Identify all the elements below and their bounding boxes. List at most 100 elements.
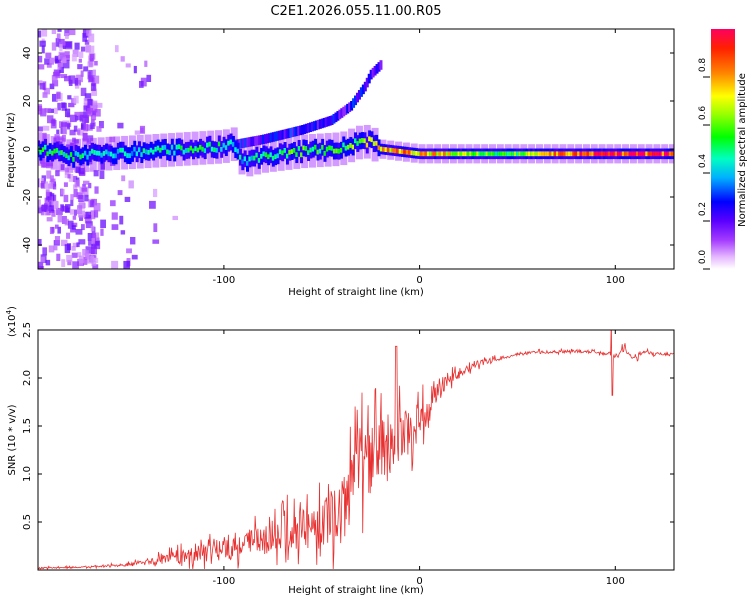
heatmap-track-core — [553, 151, 557, 157]
heatmap-noise-cell — [79, 111, 84, 117]
heatmap-noise-cell — [96, 126, 102, 132]
heatmap-track-core — [588, 151, 592, 157]
snr-frame — [37, 329, 675, 571]
heatmap-noise-cell — [38, 199, 41, 208]
heatmap-track-core — [668, 151, 672, 157]
heatmap-noise-cell — [90, 102, 98, 111]
heatmap-noise-cell — [93, 170, 99, 177]
heatmap-noise-cell — [125, 63, 131, 68]
heatmap-track-core — [671, 151, 674, 157]
heatmap-track-core — [281, 150, 285, 156]
snr-x-tick-label: 0 — [416, 576, 422, 587]
heatmap-track-core — [551, 151, 555, 157]
heatmap-noise-cell — [83, 111, 88, 118]
heatmap-track-core — [238, 154, 242, 160]
heatmap-branch-cell — [271, 132, 275, 142]
heatmap-branch-cell — [346, 103, 350, 114]
heatmap-noise-cell — [64, 218, 69, 226]
heatmap-noise-cell — [39, 40, 46, 47]
heatmap-noise-cell — [67, 220, 74, 229]
snr-y-tick-label: 1.0 — [22, 466, 33, 482]
heatmap-noise-cell — [94, 186, 99, 194]
colorbar-tick-label: 0.2 — [698, 202, 708, 216]
heatmap-track-core — [450, 151, 454, 157]
heatmap-track-core — [51, 150, 55, 156]
heatmap-track-core — [602, 151, 606, 157]
heatmap-noise-cell — [131, 254, 138, 260]
heatmap-track-core — [457, 151, 461, 157]
colorbar-label: Normalized spectral amplitude — [737, 73, 748, 227]
heatmap-track-core — [41, 147, 45, 153]
heatmap-track-core — [351, 144, 355, 150]
heatmap-track-core — [300, 152, 304, 158]
heatmap-track-core — [156, 145, 160, 151]
heatmap-noise-cell — [41, 205, 48, 211]
heatmap-noise-cell — [88, 33, 95, 43]
heatmap-noise-cell — [93, 257, 99, 263]
heatmap-branch-cell — [291, 127, 295, 137]
heatmap-branch-cell — [377, 62, 381, 72]
heatmap-track-core — [466, 151, 470, 157]
heatmap-noise-cell — [69, 209, 75, 215]
heatmap-noise-cell — [120, 56, 125, 62]
heatmap-track-core — [617, 151, 621, 157]
heatmap-track-core — [196, 147, 200, 153]
heatmap-track-core — [220, 147, 224, 152]
heatmap-track-core — [152, 149, 156, 155]
heatmap-track-core — [203, 148, 207, 154]
heatmap-track-core — [361, 138, 365, 143]
heatmap-noise-cell — [117, 190, 123, 196]
heatmap-track-core — [194, 146, 198, 151]
heatmap-track-core — [107, 151, 111, 157]
heatmap-track-core — [142, 148, 146, 154]
y-tick-label: -20 — [22, 189, 33, 205]
heatmap-track-core — [539, 151, 543, 157]
heatmap-noise-cell — [149, 200, 156, 209]
heatmap-track-core — [283, 148, 287, 153]
heatmap-noise-cell — [111, 212, 118, 220]
heatmap-noise-cell — [68, 29, 76, 36]
heatmap-track-core — [497, 151, 501, 157]
heatmap-branch-cell — [334, 112, 338, 123]
heatmap-noise-cell — [46, 209, 52, 216]
heatmap-noise-cell — [68, 75, 76, 84]
heatmap-branch-cell — [336, 111, 340, 121]
heatmap-branch-cell — [369, 69, 373, 80]
heatmap-noise-cell — [83, 66, 89, 72]
spectrogram-x-axis-label: Height of straight line (km) — [288, 287, 424, 298]
heatmap-noise-cell — [44, 181, 49, 189]
heatmap-track-core — [513, 151, 517, 157]
heatmap-track-core — [74, 150, 78, 156]
heatmap-noise-cell — [86, 142, 90, 147]
heatmap-track-core — [121, 147, 125, 153]
heatmap-noise-cell — [99, 170, 105, 179]
y-tick-label: 40 — [22, 47, 33, 60]
heatmap-track-core — [311, 146, 315, 152]
heatmap-branch-cell — [250, 136, 254, 147]
heatmap-track-core — [447, 151, 451, 157]
heatmap-noise-cell — [61, 40, 66, 46]
heatmap-noise-cell — [44, 108, 52, 113]
heatmap-noise-cell — [91, 198, 97, 206]
spectrogram-x-ticks: -100 0 100 — [213, 29, 625, 286]
snr-scale-factor: (x104) — [5, 306, 18, 337]
heatmap-noise-cell — [74, 83, 80, 89]
heatmap-track-core — [332, 148, 336, 154]
heatmap-noise-cell — [140, 77, 147, 87]
heatmap-track-core — [255, 152, 259, 158]
heatmap-track-core — [337, 148, 341, 154]
heatmap-track-core — [116, 148, 120, 154]
heatmap-noise-cell — [54, 160, 60, 169]
heatmap-branch-cell — [310, 121, 314, 132]
heatmap-track-core — [316, 149, 320, 155]
heatmap-noise-cell — [139, 125, 146, 134]
heatmap-noise-cell — [38, 55, 43, 63]
heatmap-noise-cell — [70, 228, 76, 233]
heatmap-noise-cell — [38, 64, 45, 70]
heatmap-track-core — [349, 143, 353, 148]
heatmap-track-core — [530, 151, 534, 157]
heatmap-branch-cell — [379, 60, 383, 70]
heatmap-noise-cell — [65, 33, 69, 39]
heatmap-track-core — [516, 151, 520, 157]
heatmap-track-core — [459, 151, 463, 157]
